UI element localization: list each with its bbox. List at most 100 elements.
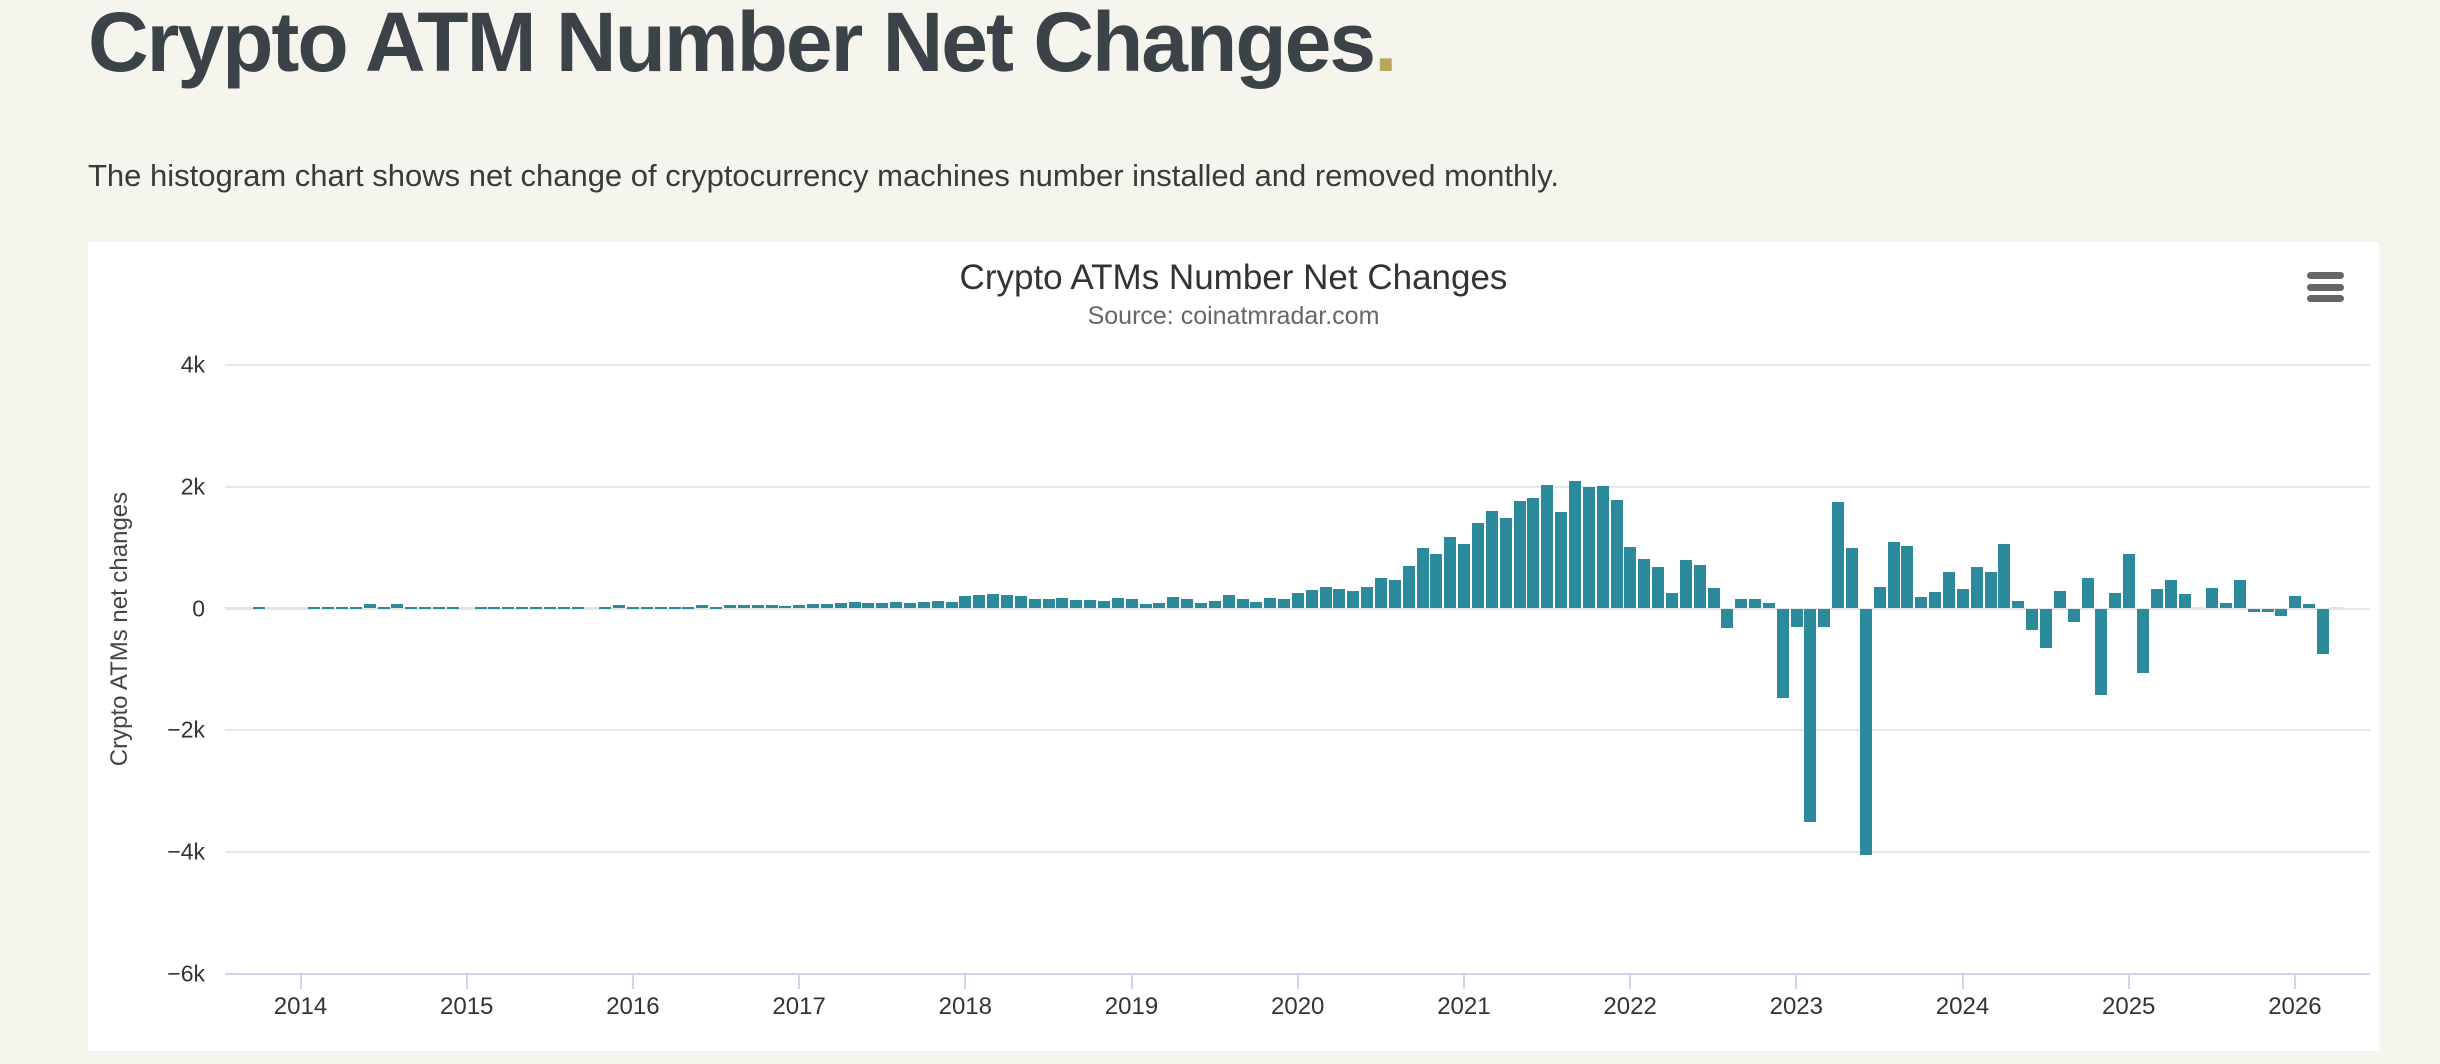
histogram-bar[interactable] (1139, 604, 1152, 609)
histogram-bar[interactable] (1513, 500, 1526, 609)
histogram-bar[interactable] (224, 607, 238, 610)
histogram-bar[interactable] (1555, 512, 1568, 609)
histogram-bar[interactable] (862, 603, 875, 609)
histogram-bar[interactable] (834, 603, 847, 609)
histogram-bar[interactable] (904, 603, 917, 609)
histogram-bar[interactable] (238, 607, 252, 610)
histogram-bar[interactable] (1652, 566, 1665, 609)
histogram-bar[interactable] (252, 606, 265, 609)
histogram-bar[interactable] (1707, 588, 1720, 609)
histogram-bar[interactable] (349, 606, 362, 609)
histogram-bar[interactable] (1153, 603, 1166, 609)
histogram-bar[interactable] (2095, 608, 2108, 696)
histogram-bar[interactable] (1194, 603, 1207, 609)
histogram-bar[interactable] (1028, 598, 1041, 609)
histogram-bar[interactable] (1582, 486, 1595, 609)
histogram-bar[interactable] (336, 606, 349, 609)
histogram-bar[interactable] (1125, 599, 1138, 609)
histogram-bar[interactable] (2303, 603, 2316, 609)
histogram-bar[interactable] (1222, 595, 1235, 609)
histogram-bar[interactable] (2150, 589, 2163, 609)
histogram-bar[interactable] (1014, 596, 1027, 609)
histogram-bar[interactable] (2261, 608, 2274, 612)
histogram-bar[interactable] (917, 602, 930, 609)
histogram-bar[interactable] (433, 606, 446, 609)
histogram-bar[interactable] (2233, 579, 2246, 609)
histogram-bar[interactable] (2220, 603, 2233, 609)
histogram-bar[interactable] (1264, 597, 1277, 609)
histogram-bar[interactable] (1943, 571, 1956, 609)
histogram-bar[interactable] (1527, 498, 1540, 609)
histogram-bar[interactable] (1735, 599, 1748, 609)
histogram-bar[interactable] (308, 606, 321, 609)
histogram-bar[interactable] (571, 606, 584, 609)
histogram-bar[interactable] (1804, 608, 1817, 823)
histogram-bar[interactable] (1901, 545, 1914, 609)
histogram-bar[interactable] (1056, 597, 1069, 609)
histogram-bar[interactable] (807, 604, 820, 609)
histogram-bar[interactable] (391, 603, 404, 609)
histogram-bar[interactable] (599, 606, 612, 609)
histogram-bar[interactable] (377, 606, 390, 609)
histogram-bar[interactable] (488, 606, 501, 609)
histogram-bar[interactable] (1001, 594, 1014, 609)
histogram-bar[interactable] (1776, 608, 1789, 698)
histogram-bar[interactable] (1790, 608, 1803, 627)
histogram-bar[interactable] (2330, 607, 2344, 610)
histogram-bar[interactable] (1430, 554, 1443, 609)
histogram-bar[interactable] (848, 602, 861, 609)
histogram-bar[interactable] (405, 606, 418, 609)
histogram-bar[interactable] (2289, 596, 2302, 609)
histogram-bar[interactable] (266, 607, 280, 610)
histogram-bar[interactable] (1181, 599, 1194, 609)
histogram-bar[interactable] (2247, 608, 2260, 612)
histogram-bar[interactable] (2012, 600, 2025, 609)
histogram-bar[interactable] (1499, 518, 1512, 609)
histogram-bar[interactable] (419, 606, 432, 609)
histogram-bar[interactable] (2123, 553, 2136, 609)
histogram-bar[interactable] (363, 603, 376, 609)
histogram-bar[interactable] (876, 603, 889, 609)
histogram-bar[interactable] (530, 606, 543, 609)
histogram-bar[interactable] (1291, 592, 1304, 609)
histogram-bar[interactable] (654, 606, 667, 609)
histogram-bar[interactable] (2178, 593, 2191, 609)
histogram-bar[interactable] (1846, 547, 1859, 609)
histogram-bar[interactable] (1693, 564, 1706, 609)
histogram-bar[interactable] (294, 607, 307, 610)
histogram-bar[interactable] (1236, 599, 1249, 609)
histogram-bar[interactable] (2109, 592, 2122, 609)
histogram-bar[interactable] (1984, 572, 1997, 609)
histogram-bar[interactable] (1444, 537, 1457, 609)
histogram-bar[interactable] (1042, 599, 1055, 609)
histogram-bar[interactable] (820, 603, 833, 609)
histogram-bar[interactable] (1375, 578, 1388, 609)
histogram-bar[interactable] (1070, 599, 1083, 609)
histogram-bar[interactable] (1458, 544, 1471, 609)
histogram-bar[interactable] (1610, 499, 1623, 609)
histogram-bar[interactable] (723, 605, 736, 609)
histogram-bar[interactable] (613, 604, 626, 609)
histogram-bar[interactable] (2053, 590, 2066, 609)
histogram-bar[interactable] (1998, 543, 2011, 609)
histogram-bar[interactable] (322, 606, 335, 609)
histogram-bar[interactable] (1832, 502, 1845, 609)
histogram-bar[interactable] (2081, 578, 2094, 609)
histogram-bar[interactable] (446, 606, 459, 609)
histogram-bar[interactable] (1638, 559, 1651, 609)
histogram-bar[interactable] (2164, 579, 2177, 609)
histogram-bar[interactable] (1915, 596, 1928, 609)
histogram-bar[interactable] (987, 593, 1000, 609)
histogram-bar[interactable] (1333, 589, 1346, 609)
histogram-bar[interactable] (779, 605, 792, 609)
histogram-bar[interactable] (668, 606, 681, 609)
histogram-bar[interactable] (1541, 485, 1554, 609)
histogram-bar[interactable] (890, 602, 903, 609)
histogram-bar[interactable] (1818, 608, 1831, 627)
histogram-bar[interactable] (460, 607, 474, 610)
histogram-bar[interactable] (1084, 599, 1097, 609)
histogram-bar[interactable] (1859, 608, 1872, 855)
histogram-bar[interactable] (1665, 593, 1678, 609)
histogram-bar[interactable] (2275, 608, 2288, 616)
histogram-bar[interactable] (1278, 598, 1291, 609)
